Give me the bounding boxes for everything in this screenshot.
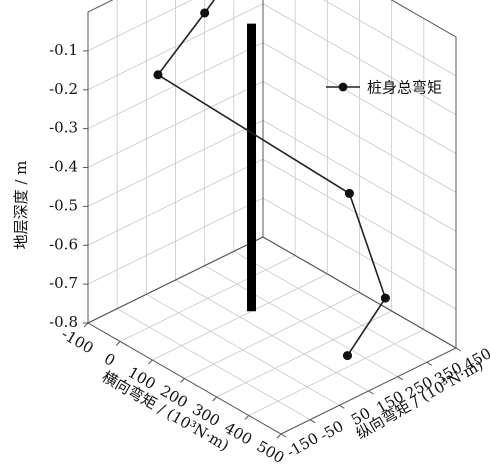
y-axis-title: 纵向弯矩 / (10³N·m) — [353, 355, 486, 442]
left-wall-pane — [87, 0, 264, 324]
x-tick-mark — [212, 396, 218, 402]
x-tick-mark — [83, 322, 89, 328]
floor-grid-line — [204, 265, 398, 378]
x-tick-mark — [276, 433, 282, 439]
right-wall-grid-line — [262, 158, 457, 271]
x-tick-label: -100 — [58, 325, 96, 357]
data-point — [153, 70, 163, 80]
data-point — [380, 293, 390, 303]
right-wall-grid-line — [323, 0, 457, 77]
x-tick-mark — [115, 341, 121, 346]
x-tick-label: 500 — [254, 437, 288, 464]
left-wall-grid-line — [87, 120, 264, 207]
left-wall-grid-line — [87, 197, 264, 285]
y-tick-mark — [368, 390, 374, 395]
y-tick-mark — [339, 404, 345, 409]
x-tick-label: 0 — [101, 349, 118, 369]
floor-grid-line — [175, 279, 369, 392]
right-wall-grid-line — [262, 197, 457, 310]
z-tick-label: -0.5 — [49, 196, 78, 214]
z-tick-label: -0.6 — [49, 235, 78, 253]
floor-grid-line — [233, 250, 428, 363]
right-wall-grid-line — [262, 3, 457, 116]
x-tick-mark — [147, 359, 153, 365]
y-tick-mark — [309, 419, 316, 424]
series-line — [156, 0, 387, 357]
x-tick-mark — [244, 415, 250, 420]
right-wall-grid-line — [262, 120, 457, 232]
legend-marker — [338, 82, 348, 92]
z-tick-label: -0.3 — [49, 119, 78, 137]
z-tick-label: -0.2 — [49, 80, 78, 98]
data-point — [342, 351, 352, 361]
data-point — [344, 188, 354, 198]
left-wall-grid-line — [87, 3, 264, 91]
z-tick-label: -0.7 — [49, 274, 78, 292]
z-axis-title: 地层深度 / m — [12, 161, 30, 250]
z-tick-label: -0.8 — [49, 313, 78, 331]
y-tick-mark — [455, 347, 462, 352]
left-wall-grid-line — [87, 0, 193, 52]
data-point — [200, 8, 210, 18]
x-tick-mark — [180, 378, 185, 383]
floor-grid-line — [116, 308, 311, 421]
z-tick-label: -0.4 — [49, 158, 78, 176]
y-tick-label: -150 — [283, 429, 321, 461]
y-tick-mark — [397, 376, 403, 381]
floor-grid-line — [146, 293, 340, 406]
z-tick-label: -0.1 — [49, 41, 78, 59]
right-wall-pane — [262, 0, 457, 349]
y-tick-mark — [280, 433, 287, 438]
y-tick-label: -50 — [317, 417, 347, 445]
left-wall-grid-line — [87, 81, 264, 168]
legend-label: 桩身总弯矩 — [367, 79, 442, 97]
right-wall-grid-line — [262, 42, 457, 154]
right-wall-grid-line — [262, 81, 457, 193]
y-tick-mark — [426, 361, 433, 366]
left-wall-grid-line — [87, 158, 264, 246]
